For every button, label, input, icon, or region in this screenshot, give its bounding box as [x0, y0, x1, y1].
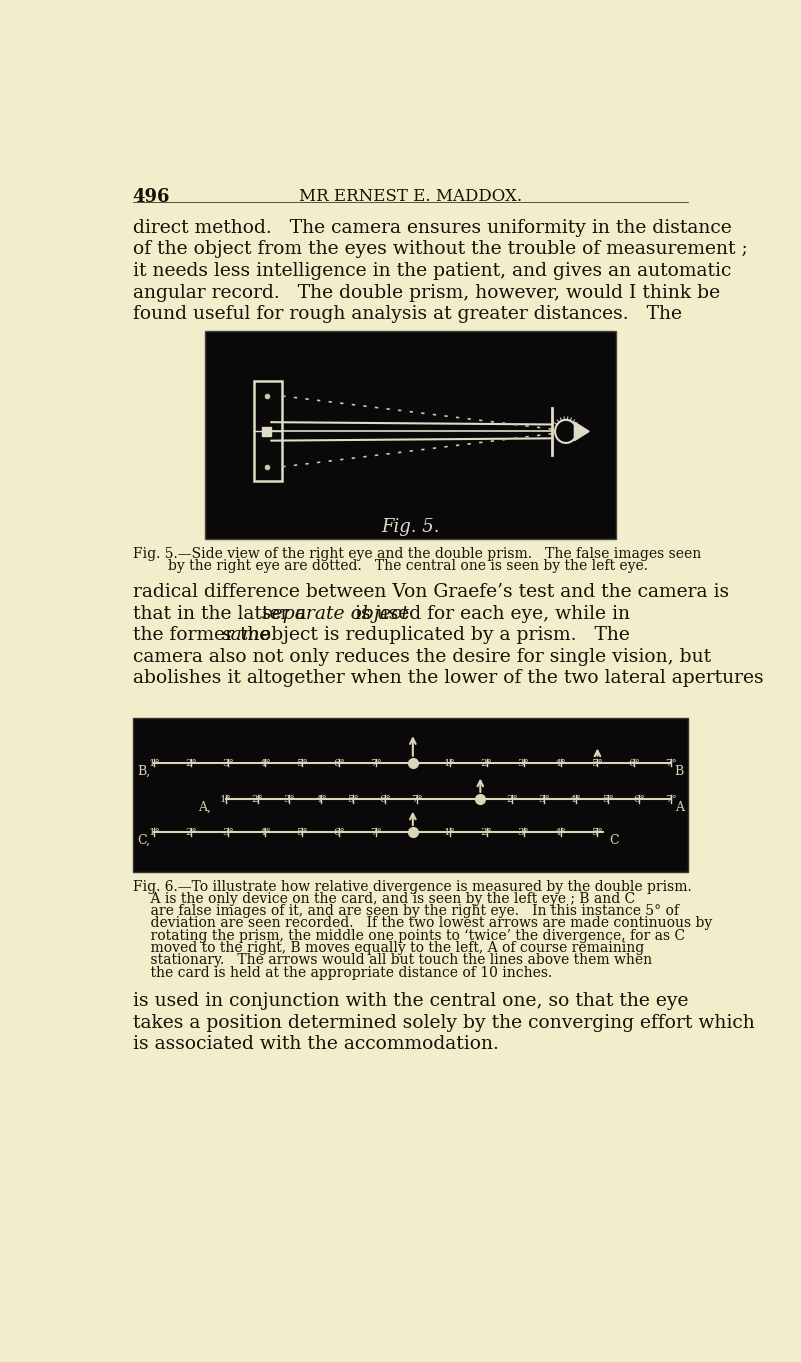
Text: 2°: 2° — [481, 759, 493, 768]
Text: A is the only device on the card, and is seen by the left eye ; B and C: A is the only device on the card, and is… — [133, 892, 635, 906]
Text: 7°: 7° — [370, 759, 382, 768]
Text: are false images of it, and are seen by the right eye.   In this instance 5° of: are false images of it, and are seen by … — [133, 904, 678, 918]
Text: the former the: the former the — [133, 627, 276, 644]
Text: 2°: 2° — [481, 828, 493, 838]
Text: 3°: 3° — [538, 795, 550, 804]
Text: 7°: 7° — [370, 828, 382, 838]
Bar — [133, 718, 688, 872]
Text: is associated with the accommodation.: is associated with the accommodation. — [133, 1035, 498, 1053]
Text: Fig. 5.: Fig. 5. — [381, 518, 440, 535]
Polygon shape — [574, 422, 590, 441]
Text: 3°: 3° — [517, 828, 529, 838]
Text: 1°: 1° — [219, 795, 231, 804]
Text: that in the latter a: that in the latter a — [133, 605, 312, 622]
Text: 2°: 2° — [506, 795, 518, 804]
Text: 5°: 5° — [591, 759, 603, 768]
Text: moved to the right, B moves equally to the left, A of course remaining: moved to the right, B moves equally to t… — [133, 941, 644, 955]
Text: 496: 496 — [133, 188, 170, 206]
Text: Fig. 5.—Side view of the right eye and the double prism.   The false images seen: Fig. 5.—Side view of the right eye and t… — [133, 548, 701, 561]
Text: stationary.   The arrows would all but touch the lines above them when: stationary. The arrows would all but tou… — [133, 953, 652, 967]
Text: angular record.   The double prism, however, would I think be: angular record. The double prism, howeve… — [133, 283, 720, 301]
Text: 4°: 4° — [316, 795, 327, 804]
Text: 1°: 1° — [148, 759, 160, 768]
Text: 4°: 4° — [570, 795, 582, 804]
Text: object is reduplicated by a prism.   The: object is reduplicated by a prism. The — [255, 627, 630, 644]
Text: direct method.   The camera ensures uniformity in the distance: direct method. The camera ensures unifor… — [133, 219, 731, 237]
Text: 5°: 5° — [296, 759, 308, 768]
Text: 6°: 6° — [629, 759, 640, 768]
Bar — [255, 381, 282, 481]
Text: 5°: 5° — [602, 795, 614, 804]
Text: C: C — [610, 834, 619, 847]
Text: 7°: 7° — [411, 795, 423, 804]
Text: 3°: 3° — [223, 828, 234, 838]
Text: 4°: 4° — [554, 759, 566, 768]
Text: it needs less intelligence in the patient, and gives an automatic: it needs less intelligence in the patien… — [133, 262, 731, 281]
Text: takes a position determined solely by the converging effort which: takes a position determined solely by th… — [133, 1013, 755, 1031]
Text: 3°: 3° — [517, 759, 529, 768]
Text: rotating the prism, the middle one points to ‘twice’ the divergence, for as C: rotating the prism, the middle one point… — [133, 929, 685, 943]
Text: B: B — [674, 765, 684, 778]
Text: same: same — [222, 627, 272, 644]
Text: A,: A, — [199, 801, 211, 814]
Text: 2°: 2° — [185, 759, 197, 768]
Text: 6°: 6° — [634, 795, 646, 804]
Text: 1°: 1° — [474, 795, 486, 804]
Text: radical difference between Von Graefe’s test and the camera is: radical difference between Von Graefe’s … — [133, 583, 729, 601]
Text: 1°: 1° — [148, 828, 160, 838]
Text: 5°: 5° — [591, 828, 603, 838]
Text: separate object: separate object — [262, 605, 409, 622]
Text: 2°: 2° — [252, 795, 264, 804]
Text: C,: C, — [137, 834, 151, 847]
Text: by the right eye are dotted.   The central one is seen by the left eye.: by the right eye are dotted. The central… — [133, 560, 648, 573]
Text: 6°: 6° — [333, 759, 345, 768]
Text: 4°: 4° — [554, 828, 566, 838]
Text: MR ERNEST E. MADDOX.: MR ERNEST E. MADDOX. — [300, 188, 522, 206]
Text: A: A — [674, 801, 684, 814]
Text: 5°: 5° — [296, 828, 308, 838]
Text: found useful for rough analysis at greater distances.   The: found useful for rough analysis at great… — [133, 305, 682, 323]
Text: 7°: 7° — [666, 795, 677, 804]
Text: 4°: 4° — [260, 759, 271, 768]
Text: is used for each eye, while in: is used for each eye, while in — [349, 605, 630, 622]
Text: deviation are seen recorded.   If the two lowest arrows are made continuous by: deviation are seen recorded. If the two … — [133, 917, 712, 930]
Text: abolishes it altogether when the lower of the two lateral apertures: abolishes it altogether when the lower o… — [133, 669, 763, 688]
Text: 1°: 1° — [444, 759, 456, 768]
Text: B,: B, — [137, 765, 151, 778]
Text: 1°: 1° — [444, 828, 456, 838]
Text: 3°: 3° — [223, 759, 234, 768]
Text: of the object from the eyes without the trouble of measurement ;: of the object from the eyes without the … — [133, 241, 747, 259]
Text: the card is held at the appropriate distance of 10 inches.: the card is held at the appropriate dist… — [133, 966, 552, 979]
Text: 3°: 3° — [284, 795, 296, 804]
Text: 7°: 7° — [666, 759, 677, 768]
Text: is used in conjunction with the central one, so that the eye: is used in conjunction with the central … — [133, 992, 688, 1011]
Text: camera also not only reduces the desire for single vision, but: camera also not only reduces the desire … — [133, 648, 710, 666]
Bar — [262, 426, 272, 436]
Text: 5°: 5° — [347, 795, 359, 804]
Text: 4°: 4° — [260, 828, 271, 838]
Text: 6°: 6° — [379, 795, 391, 804]
Text: 2°: 2° — [185, 828, 197, 838]
Bar — [205, 331, 616, 539]
Text: Fig. 6.—To illustrate how relative divergence is measured by the double prism.: Fig. 6.—To illustrate how relative diver… — [133, 880, 691, 893]
Text: 6°: 6° — [333, 828, 345, 838]
